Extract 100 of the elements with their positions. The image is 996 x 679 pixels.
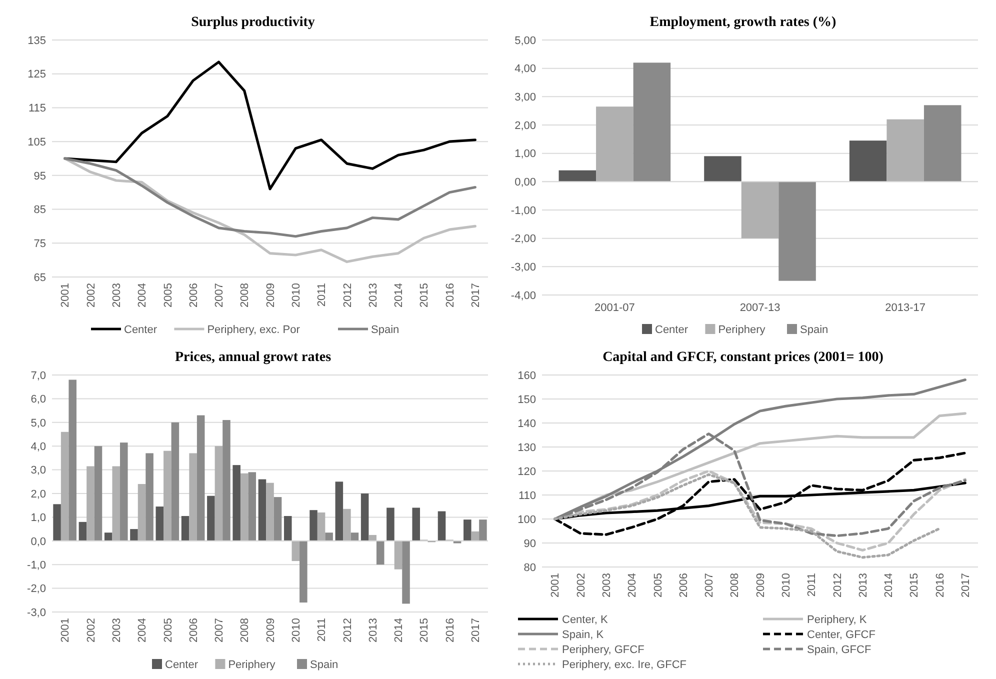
legend-label: Periphery xyxy=(718,324,766,336)
x-tick-label: 2017 xyxy=(470,618,482,642)
y-tick-label: 120 xyxy=(518,466,536,478)
chart-title: Surplus productivity xyxy=(191,15,315,30)
legend-label: Periphery, K xyxy=(807,614,868,626)
x-tick-label: 2010 xyxy=(290,283,302,308)
legend-label: Periphery xyxy=(228,658,276,671)
x-tick-label: 2007 xyxy=(214,618,226,642)
y-tick-label: 5,0 xyxy=(30,417,46,430)
x-tick-label: 2011 xyxy=(806,573,818,597)
x-tick-label: 2011 xyxy=(316,283,328,307)
x-tick-label: 2010 xyxy=(780,573,792,598)
y-tick-label: 5,00 xyxy=(514,34,536,47)
legend-label: Center xyxy=(165,658,198,671)
x-tick-label: 2008 xyxy=(239,618,252,642)
x-tick-label: 2014 xyxy=(883,573,896,598)
y-tick-label: -1,0 xyxy=(27,559,46,572)
y-tick-label: 2,00 xyxy=(514,120,536,132)
legend-label: Periphery, exc. Por xyxy=(207,324,300,336)
y-tick-label: 4,00 xyxy=(514,63,536,76)
x-tick-label: 2008 xyxy=(729,573,742,598)
x-tick-label: 2014 xyxy=(393,618,406,642)
legend-label: Spain xyxy=(800,324,828,336)
y-tick-label: 105 xyxy=(28,136,46,148)
x-tick-label: 2007 xyxy=(214,283,226,308)
y-tick-label: -1,00 xyxy=(510,204,536,217)
x-tick-label: 2009 xyxy=(264,283,277,308)
x-tick-label: 2007 xyxy=(704,573,716,598)
x-tick-label: 2012 xyxy=(342,618,354,642)
x-tick-label: 2009 xyxy=(264,618,277,642)
y-tick-label: 4,0 xyxy=(30,440,46,453)
x-tick-label: 2006 xyxy=(678,573,690,598)
legend-label: Center xyxy=(124,324,158,336)
x-tick-label: 2014 xyxy=(393,283,406,308)
x-tick-label: 2004 xyxy=(136,283,149,308)
y-tick-label: 90 xyxy=(524,538,536,550)
y-tick-label: 3,00 xyxy=(514,92,536,104)
x-tick-label: 2015 xyxy=(418,618,431,642)
x-tick-label: 2008 xyxy=(239,283,252,308)
x-tick-label: 2003 xyxy=(110,283,123,308)
y-tick-label: 1,00 xyxy=(514,148,536,160)
chart-title: Capital and GFCF, constant prices (2001= 100) xyxy=(602,350,884,365)
x-tick-label: 2017 xyxy=(470,283,482,308)
x-tick-label: 2016 xyxy=(444,283,456,308)
x-tick-label: 2009 xyxy=(754,573,767,598)
y-tick-label: -3,00 xyxy=(510,262,536,274)
x-tick-label: 2012 xyxy=(832,573,844,598)
x-tick-label: 2010 xyxy=(290,618,302,642)
x-tick-label: 2015 xyxy=(908,573,921,598)
y-tick-label: 110 xyxy=(518,490,536,502)
y-tick-label: 2,0 xyxy=(30,488,46,500)
y-tick-label: 125 xyxy=(28,68,46,81)
x-tick-label: 2013 xyxy=(367,618,380,642)
y-tick-label: 95 xyxy=(34,170,46,182)
chart-title: Employment, growth rates (%) xyxy=(650,15,837,30)
x-tick-label: 2004 xyxy=(626,573,639,598)
y-tick-label: 0,0 xyxy=(30,536,46,548)
chart-title: Prices, annual growt rates xyxy=(174,350,332,365)
y-tick-label: 3,0 xyxy=(30,464,46,477)
y-tick-label: -3,0 xyxy=(27,606,46,619)
x-tick-label: 2002 xyxy=(85,618,98,642)
legend-label: Spain xyxy=(310,658,338,671)
x-tick-label: 2013-17 xyxy=(885,302,926,314)
legend-label: Center xyxy=(655,324,688,336)
x-tick-label: 2004 xyxy=(136,618,149,642)
y-tick-label: 1,0 xyxy=(30,512,46,524)
x-tick-label: 2003 xyxy=(110,618,123,642)
y-tick-label: 130 xyxy=(518,442,536,454)
y-tick-label: 115 xyxy=(28,102,46,115)
x-tick-label: 2013 xyxy=(367,283,380,308)
y-tick-label: 85 xyxy=(34,204,46,216)
x-tick-label: 2006 xyxy=(188,618,200,642)
legend-label: Periphery, GFCF xyxy=(562,644,645,656)
legend-label: Spain, K xyxy=(562,628,604,641)
legend-label: Spain xyxy=(371,324,400,336)
y-tick-label: 135 xyxy=(28,34,46,47)
x-tick-label: 2002 xyxy=(575,573,588,598)
x-tick-label: 2002 xyxy=(85,283,98,308)
x-tick-label: 2012 xyxy=(342,283,354,308)
y-tick-label: 140 xyxy=(518,418,536,430)
y-tick-label: 100 xyxy=(518,514,536,526)
x-tick-label: 2001 xyxy=(60,283,72,308)
y-tick-label: 7,0 xyxy=(30,370,46,382)
y-tick-label: -2,0 xyxy=(27,583,46,596)
x-tick-label: 2001 xyxy=(60,618,72,642)
x-tick-label: 2016 xyxy=(444,618,456,642)
x-tick-label: 2017 xyxy=(960,573,972,598)
x-tick-label: 2007-13 xyxy=(740,302,780,314)
y-tick-label: 150 xyxy=(518,394,536,406)
legend-label: Center, GFCF xyxy=(807,628,876,641)
y-tick-label: -4,00 xyxy=(510,290,536,302)
y-tick-label: 160 xyxy=(518,370,536,382)
x-tick-label: 2003 xyxy=(600,573,613,598)
x-tick-label: 2001-07 xyxy=(594,302,635,314)
y-tick-label: 75 xyxy=(34,238,46,250)
x-tick-label: 2016 xyxy=(934,573,946,598)
x-tick-label: 2005 xyxy=(652,573,664,598)
legend-label: Periphery, exc. Ire, GFCF xyxy=(562,658,687,671)
y-tick-label: -2,00 xyxy=(510,233,536,246)
y-tick-label: 6,0 xyxy=(30,394,46,406)
